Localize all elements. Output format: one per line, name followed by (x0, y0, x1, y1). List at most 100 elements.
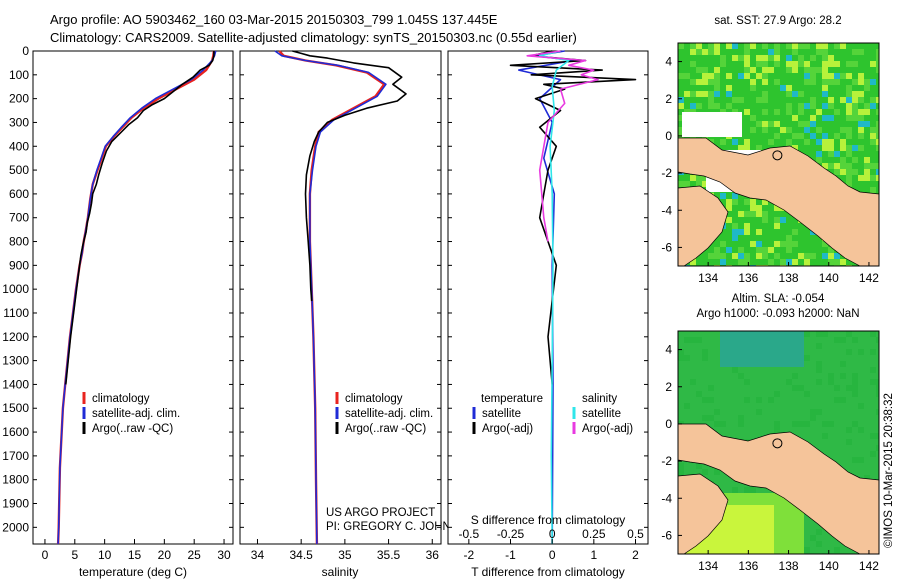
sst-cell-29 (822, 49, 828, 55)
sst-cell-519 (774, 253, 780, 259)
sla-cell-47 (762, 343, 768, 349)
sst-cell-487 (786, 241, 792, 247)
sla-cell-311 (786, 511, 792, 517)
sla-cell-175 (846, 439, 852, 445)
sla-cell-419 (756, 541, 762, 547)
sst-cell-335 (696, 175, 702, 181)
sst-cell-45 (828, 55, 834, 61)
sst-cell-160 (822, 103, 828, 109)
sst-cell-346 (678, 181, 684, 187)
sla-cell-72 (858, 349, 864, 355)
sla-cell-77 (720, 355, 726, 361)
sst-cell-9 (762, 43, 768, 49)
sst-cell-315 (870, 163, 876, 169)
sst-cell-376 (732, 193, 738, 199)
sla-cell-415 (732, 541, 738, 547)
salinity-legend-satellite: satellite-adj. clim. (345, 408, 433, 420)
sst-cell-536 (804, 259, 810, 265)
sst-cell-220 (816, 127, 822, 133)
sla-cell-17 (846, 331, 852, 337)
salinity-xtick-label-2: 35 (338, 548, 352, 562)
sla-cell-81 (744, 355, 750, 361)
sla-cell-68 (786, 349, 792, 355)
sst-cell-89 (810, 73, 816, 79)
sst-cell-349 (702, 181, 708, 187)
sst-cell-252 (828, 139, 834, 145)
sla-cell-442 (750, 547, 756, 553)
sla-cell-381 (798, 529, 804, 535)
figure-title-line1: Argo profile: AO 5903462_160 03-Mar-2015… (50, 12, 498, 27)
sla-cell-418 (750, 541, 756, 547)
difference-top-xtick-label-4: 0.5 (627, 527, 644, 541)
sst-cell-466 (738, 229, 744, 235)
sst-cell-235 (834, 133, 840, 139)
depth-ytick-label-4: 400 (9, 139, 29, 153)
sst-cell-182 (678, 115, 684, 121)
sla-cell-423 (780, 541, 786, 547)
sla-cell-91 (804, 355, 810, 361)
sst-cell-100 (714, 79, 720, 85)
sla-cell-279 (732, 505, 738, 511)
sst-ytick-label-2: 0 (665, 129, 672, 143)
sla-cell-217 (732, 487, 738, 493)
sla-cell-170 (822, 433, 828, 439)
sst-cell-194 (846, 115, 852, 121)
temperature-legend-argo: Argo(..raw -QC) (92, 423, 173, 435)
sst-cell-525 (834, 253, 840, 259)
legend-t-argo: Argo(-adj) (482, 423, 533, 435)
sst-cell-137 (708, 97, 714, 103)
sst-cell-358 (846, 181, 852, 187)
sst-cell-145 (846, 97, 852, 103)
sst-cell-132 (822, 91, 828, 97)
sla-cell-90 (798, 355, 804, 361)
sst-cloud-mask (682, 112, 742, 137)
sla-cell-374 (756, 529, 762, 535)
sst-cell-196 (858, 115, 864, 121)
sst-cell-181 (876, 109, 879, 115)
sst-cell-489 (822, 241, 828, 247)
sla-cell-159 (792, 421, 798, 427)
sla-cell-394 (738, 535, 744, 541)
sst-cell-68 (750, 67, 756, 73)
salinity-xtick-label-1: 34.5 (289, 548, 313, 562)
sst-cell-237 (858, 133, 864, 139)
difference-x-ticks: -2 -1 0 1 2 (448, 50, 648, 562)
sla-cell-56 (702, 349, 708, 355)
sst-cell-204 (798, 121, 804, 127)
sst-ytick-label-5: -6 (661, 240, 672, 254)
sla-cell-438 (726, 547, 732, 553)
sla-cell-395 (744, 535, 750, 541)
sla-cell-283 (756, 505, 762, 511)
sla-cell-41 (726, 343, 732, 349)
sla-cell-209 (864, 475, 870, 481)
sla-cell-12 (792, 331, 798, 337)
sla-cell-426 (798, 541, 804, 547)
sst-cell-336 (702, 175, 708, 181)
sla-cell-87 (780, 355, 786, 361)
sla-cell-133 (804, 391, 810, 397)
sst-cell-80 (702, 73, 708, 79)
sst-cell-425 (762, 211, 768, 217)
sla-cell-108 (732, 367, 738, 373)
sla-cell-86 (774, 355, 780, 361)
sla-cell-59 (732, 349, 738, 355)
sst-cell-112 (870, 79, 876, 85)
sst-cell-310 (828, 163, 834, 169)
sla-cell-119 (816, 379, 822, 385)
sst-cell-253 (840, 139, 846, 145)
sla-cell-155 (714, 421, 720, 427)
sst-cell-406 (756, 205, 762, 211)
sla-cell-35 (798, 337, 804, 343)
sst-cell-267 (852, 145, 858, 151)
depth-ytick-label-8: 800 (9, 235, 29, 249)
sst-cell-259 (744, 145, 750, 151)
sst-cell-136 (678, 97, 684, 103)
sst-cell-28 (816, 49, 822, 55)
sst-cell-18 (840, 43, 846, 49)
sst-cell-512 (714, 253, 720, 259)
sla-cell-427 (816, 541, 822, 547)
sst-cell-467 (744, 229, 750, 235)
depth-ytick-label-18: 1800 (2, 473, 29, 487)
sla-cell-390 (714, 535, 720, 541)
sla-cell-103 (786, 361, 792, 367)
